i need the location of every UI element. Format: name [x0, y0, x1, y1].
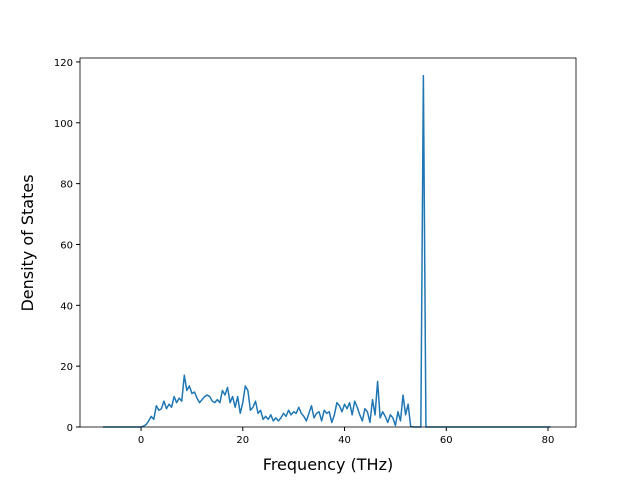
x-axis-label: Frequency (THz)	[263, 455, 393, 474]
y-tick-label: 80	[60, 180, 73, 191]
y-tick-label: 100	[54, 119, 73, 130]
y-tick-label: 0	[67, 423, 73, 434]
y-axis-label: Density of States	[18, 174, 37, 311]
x-tick-label: 80	[542, 435, 555, 446]
data-line	[102, 74, 551, 428]
y-tick-label: 20	[60, 362, 73, 373]
y-tick-label: 120	[54, 58, 73, 69]
y-tick-label: 60	[60, 240, 73, 251]
y-tick-label: 40	[60, 301, 73, 312]
x-tick-label: 20	[236, 435, 249, 446]
x-tick-label: 60	[440, 435, 453, 446]
plot-frame	[79, 57, 577, 428]
x-tick-label: 0	[138, 435, 144, 446]
x-tick-label: 40	[338, 435, 351, 446]
